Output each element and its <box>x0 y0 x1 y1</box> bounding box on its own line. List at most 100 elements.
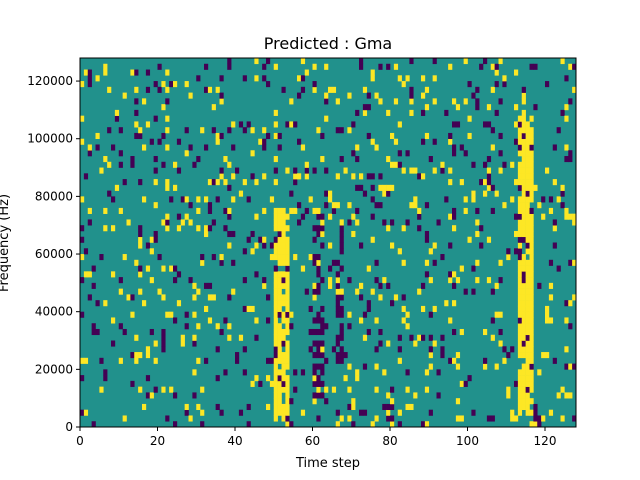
heatmap-cell <box>514 380 519 387</box>
heatmap-cell <box>281 375 286 382</box>
heatmap-cell <box>223 156 228 163</box>
heatmap-cell <box>339 352 344 359</box>
heatmap-cell <box>424 421 430 428</box>
heatmap-cell <box>486 415 492 422</box>
heatmap-cell <box>525 317 530 324</box>
heatmap-cell <box>273 282 278 289</box>
heatmap-cell <box>432 58 437 65</box>
heatmap-cell <box>153 179 158 186</box>
heatmap-cell <box>564 300 569 307</box>
heatmap-cell <box>312 340 317 347</box>
heatmap-cell <box>366 300 371 307</box>
x-tick-label: 100 <box>456 434 479 448</box>
heatmap-cell <box>297 92 302 99</box>
heatmap-cell <box>409 86 414 93</box>
heatmap-cell <box>386 190 391 197</box>
heatmap-cell <box>370 236 375 243</box>
heatmap-cell <box>103 375 108 382</box>
heatmap-cell <box>273 167 278 174</box>
heatmap-cell <box>529 277 534 284</box>
heatmap-cell <box>118 161 123 168</box>
heatmap-cell <box>521 254 526 261</box>
heatmap-cell <box>293 173 298 180</box>
heatmap-cell <box>568 63 573 70</box>
heatmap-cell <box>200 259 205 266</box>
heatmap-cell <box>130 311 135 318</box>
heatmap-cell <box>145 121 151 128</box>
heatmap-cell <box>440 167 445 174</box>
heatmap-cell <box>273 109 278 116</box>
heatmap-cell <box>204 305 209 312</box>
heatmap-cell <box>103 63 108 70</box>
heatmap-cell <box>494 311 499 318</box>
heatmap-cell <box>564 317 569 324</box>
heatmap-cell <box>548 409 554 416</box>
heatmap-cell <box>80 311 85 318</box>
heatmap-cell <box>517 311 523 318</box>
heatmap-cell <box>262 207 267 214</box>
heatmap-cell <box>529 248 534 255</box>
heatmap-cell <box>564 392 569 399</box>
heatmap-cell <box>328 242 333 249</box>
heatmap-cell <box>370 138 375 145</box>
heatmap-cell <box>180 334 185 341</box>
heatmap-cell <box>111 317 116 324</box>
heatmap-cell <box>184 323 189 330</box>
heatmap-cell <box>281 357 286 364</box>
heatmap-cell <box>281 248 286 255</box>
heatmap-cell <box>293 167 298 174</box>
heatmap-cell <box>452 271 457 278</box>
heatmap-cell <box>537 369 542 376</box>
heatmap-cell <box>556 392 561 399</box>
heatmap-cell <box>196 357 201 364</box>
heatmap-cell <box>521 202 526 209</box>
heatmap-cell <box>83 173 89 180</box>
heatmap-cell <box>246 196 251 203</box>
heatmap-cell <box>281 282 286 289</box>
heatmap-cell <box>390 398 395 405</box>
heatmap-cell <box>211 219 216 226</box>
heatmap-cell <box>517 236 523 243</box>
heatmap-cell <box>521 179 526 186</box>
heatmap-cell <box>273 254 278 261</box>
heatmap-cell <box>440 254 445 261</box>
heatmap-cell <box>359 242 364 249</box>
heatmap-cell <box>510 409 515 416</box>
heatmap-cell <box>103 225 108 232</box>
heatmap-cell <box>238 121 244 128</box>
heatmap-cell <box>285 167 290 174</box>
heatmap-cell <box>254 317 259 324</box>
heatmap-cell <box>289 121 294 128</box>
heatmap-cell <box>242 248 247 255</box>
heatmap-cell <box>386 392 391 399</box>
heatmap-cell <box>424 86 430 93</box>
heatmap-cell <box>207 86 213 93</box>
heatmap-cell <box>339 323 344 330</box>
heatmap-cell <box>227 207 232 214</box>
heatmap-cell <box>285 398 290 405</box>
heatmap-cell <box>281 294 286 301</box>
heatmap-cell <box>452 357 457 364</box>
heatmap-cell <box>114 109 120 116</box>
heatmap-cell <box>347 363 352 370</box>
heatmap-cell <box>533 409 538 416</box>
heatmap-cell <box>355 207 360 214</box>
heatmap-cell <box>331 207 337 214</box>
heatmap-cell <box>176 225 182 232</box>
heatmap-cell <box>459 328 464 336</box>
heatmap-cell <box>293 386 298 393</box>
heatmap-cell <box>517 230 523 238</box>
heatmap-cell <box>548 207 554 214</box>
heatmap-cell <box>525 132 530 140</box>
heatmap-cell <box>215 323 220 330</box>
heatmap-cell <box>339 328 344 336</box>
heatmap-cell <box>145 242 151 249</box>
heatmap-cell <box>452 225 457 232</box>
heatmap-cell <box>397 248 402 255</box>
heatmap-cell <box>517 271 523 278</box>
heatmap-cell <box>335 259 340 266</box>
heatmap-cell <box>568 150 573 157</box>
heatmap-cell <box>351 121 356 128</box>
heatmap-cell <box>281 230 286 238</box>
heatmap-cell <box>525 277 530 284</box>
